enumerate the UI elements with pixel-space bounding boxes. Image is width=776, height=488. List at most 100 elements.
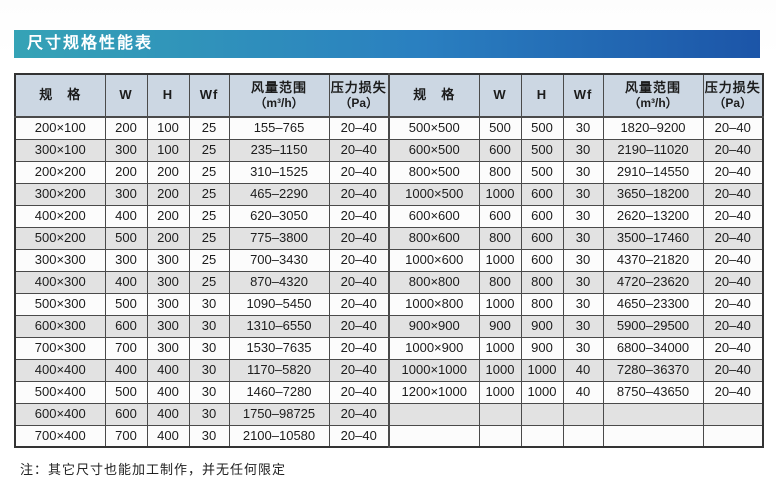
table-cell: 620–3050 <box>228 204 330 228</box>
table-cell: 20–40 <box>702 204 764 228</box>
table-cell: 900 <box>520 336 564 360</box>
table-cell: 40 <box>562 380 604 404</box>
table-cell: 300×300 <box>14 248 106 272</box>
table-cell: 2100–10580 <box>228 424 330 448</box>
table-cell: 20–40 <box>702 292 764 316</box>
column-header: W <box>478 73 522 118</box>
table-cell: 2910–14550 <box>602 160 704 184</box>
table-cell: 600 <box>520 182 564 206</box>
table-cell: 1000 <box>520 380 564 404</box>
table-cell: 1000×1000 <box>388 358 480 382</box>
table-cell: 30 <box>562 314 604 338</box>
table-cell: 30 <box>188 314 230 338</box>
table-cell: 700 <box>104 336 148 360</box>
table-cell: 20–40 <box>328 270 390 294</box>
table-cell: 30 <box>188 336 230 360</box>
table-cell: 600×300 <box>14 314 106 338</box>
table-cell: 300 <box>146 336 190 360</box>
table-cell: 1460–7280 <box>228 380 330 404</box>
table-cell: 300×100 <box>14 138 106 162</box>
table-row: 500×300 500 300 30 1090–5450 20–40 1000×800 100… <box>14 292 764 316</box>
table-cell: 20–40 <box>702 314 764 338</box>
table-cell: 1750–98725 <box>228 402 330 426</box>
table-cell: 100 <box>146 116 190 140</box>
table-cell: 800×800 <box>388 270 480 294</box>
table-cell: 20–40 <box>328 204 390 228</box>
table-cell: 20–40 <box>702 160 764 184</box>
table-cell: 300 <box>146 248 190 272</box>
table-row: 600×300 600 300 30 1310–6550 20–40 900×900 900 9… <box>14 314 764 338</box>
table-cell <box>702 424 764 448</box>
table-cell <box>602 402 704 426</box>
table-cell: 30 <box>562 248 604 272</box>
table-cell: 600×400 <box>14 402 106 426</box>
table-cell: 500×400 <box>14 380 106 404</box>
table-cell: 1170–5820 <box>228 358 330 382</box>
table-cell: 400 <box>146 424 190 448</box>
table-cell: 20–40 <box>328 336 390 360</box>
table-cell: 8750–43650 <box>602 380 704 404</box>
table-cell: 700 <box>104 424 148 448</box>
footnote: 注：其它尺寸也能加工制作，并无任何限定 <box>20 462 287 477</box>
table-cell: 30 <box>562 116 604 140</box>
table-row: 600×400 600 400 30 1750–98725 20–40 <box>14 402 764 426</box>
table-cell: 4650–23300 <box>602 292 704 316</box>
table-cell: 20–40 <box>702 138 764 162</box>
table-cell: 200×100 <box>14 116 106 140</box>
table-cell: 500 <box>520 160 564 184</box>
column-header: 风量范围 （m³/h） <box>228 73 330 118</box>
section-title: 尺寸规格性能表 <box>27 35 154 52</box>
table-row: 200×100 200 100 25 155–765 20–40 500×500 500 500… <box>14 116 764 140</box>
table-cell: 1000 <box>478 292 522 316</box>
table-cell: 1000 <box>478 336 522 360</box>
table-cell <box>478 424 522 448</box>
table-cell: 6800–34000 <box>602 336 704 360</box>
table-cell: 870–4320 <box>228 270 330 294</box>
table-cell: 600 <box>520 204 564 228</box>
table-cell: 600 <box>104 402 148 426</box>
table-cell: 40 <box>562 358 604 382</box>
column-header: 规 格 <box>388 73 480 118</box>
table-cell: 900×900 <box>388 314 480 338</box>
table-cell: 20–40 <box>702 380 764 404</box>
table-cell: 20–40 <box>328 424 390 448</box>
spec-table-body: 200×100 200 100 25 155–765 20–40 500×500 500 500… <box>14 116 764 448</box>
table-cell: 465–2290 <box>228 182 330 206</box>
table-cell: 30 <box>188 402 230 426</box>
column-header: H <box>146 73 190 118</box>
table-cell: 600 <box>478 204 522 228</box>
table-row: 300×100 300 100 25 235–1150 20–40 600×500 600 50… <box>14 138 764 162</box>
table-cell: 20–40 <box>328 182 390 206</box>
table-row: 700×400 700 400 30 2100–10580 20–40 <box>14 424 764 448</box>
table-cell: 25 <box>188 248 230 272</box>
table-row: 300×300 300 300 25 700–3430 20–40 1000×600 1000… <box>14 248 764 272</box>
table-cell: 100 <box>146 138 190 162</box>
table-cell: 20–40 <box>328 292 390 316</box>
table-cell: 1000 <box>478 358 522 382</box>
table-cell: 30 <box>188 380 230 404</box>
table-cell: 30 <box>562 138 604 162</box>
table-cell: 1000×500 <box>388 182 480 206</box>
spec-table-header: 规 格 W H Wf 风量范围 （m³/h） 压力损失 （Pa）规 格 W H Wf 风量范围 （m³/… <box>14 73 764 118</box>
table-cell: 25 <box>188 116 230 140</box>
table-row: 500×400 500 400 30 1460–7280 20–40 1200×1000 10… <box>14 380 764 404</box>
table-cell: 500×300 <box>14 292 106 316</box>
table-cell: 1530–7635 <box>228 336 330 360</box>
spec-table: 规 格 W H Wf 风量范围 （m³/h） 压力损失 （Pa）规 格 W H Wf 风量范围 （m³/… <box>14 73 764 448</box>
table-cell: 20–40 <box>702 358 764 382</box>
table-cell: 800×500 <box>388 160 480 184</box>
table-cell: 4370–21820 <box>602 248 704 272</box>
table-cell <box>562 424 604 448</box>
table-cell: 600 <box>478 138 522 162</box>
table-cell: 3500–17460 <box>602 226 704 250</box>
table-cell: 20–40 <box>328 160 390 184</box>
table-cell: 25 <box>188 182 230 206</box>
table-cell: 500 <box>104 380 148 404</box>
table-cell: 2190–11020 <box>602 138 704 162</box>
table-row: 700×300 700 300 30 1530–7635 20–40 1000×900 100… <box>14 336 764 360</box>
table-cell: 1000 <box>520 358 564 382</box>
table-cell: 600 <box>520 226 564 250</box>
table-cell: 800 <box>478 270 522 294</box>
table-cell: 20–40 <box>702 248 764 272</box>
